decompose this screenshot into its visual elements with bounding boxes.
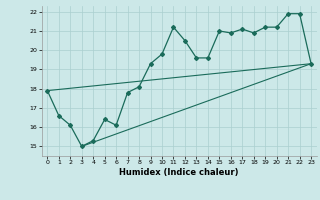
X-axis label: Humidex (Indice chaleur): Humidex (Indice chaleur) — [119, 168, 239, 177]
